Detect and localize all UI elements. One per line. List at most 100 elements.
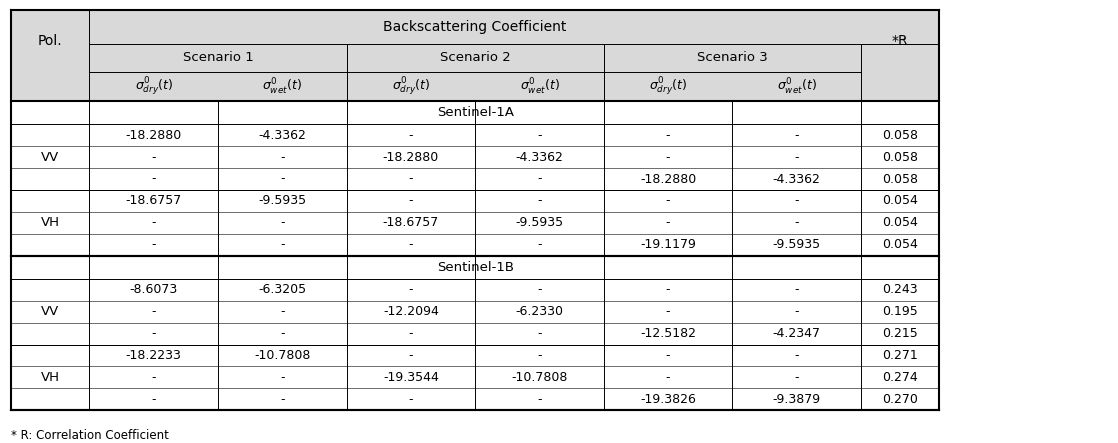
Text: -: - bbox=[408, 349, 414, 362]
Text: -18.2880: -18.2880 bbox=[125, 129, 182, 142]
Text: Scenario 2: Scenario 2 bbox=[439, 51, 511, 65]
Text: -: - bbox=[537, 129, 542, 142]
Text: -: - bbox=[794, 371, 799, 384]
Text: 0.054: 0.054 bbox=[882, 216, 918, 229]
Bar bbox=[218, 72, 347, 101]
Text: -: - bbox=[408, 129, 414, 142]
Text: -18.2233: -18.2233 bbox=[126, 349, 181, 362]
Text: -19.3826: -19.3826 bbox=[641, 393, 695, 406]
Text: -9.3879: -9.3879 bbox=[773, 393, 821, 406]
Text: -: - bbox=[151, 327, 157, 340]
Text: 0.054: 0.054 bbox=[882, 238, 918, 251]
Bar bbox=[861, 72, 939, 101]
Text: -4.3362: -4.3362 bbox=[515, 151, 563, 163]
Text: -: - bbox=[794, 216, 799, 229]
Text: -: - bbox=[408, 172, 414, 186]
Text: -: - bbox=[280, 172, 285, 186]
Bar bbox=[475, 72, 604, 101]
Bar bbox=[861, 10, 939, 44]
Text: -: - bbox=[151, 151, 157, 163]
Text: -: - bbox=[151, 172, 157, 186]
Text: -: - bbox=[794, 194, 799, 207]
Bar bbox=[11, 101, 939, 124]
Bar bbox=[604, 72, 732, 101]
Text: * R: Correlation Coefficient: * R: Correlation Coefficient bbox=[11, 429, 169, 442]
Bar bbox=[11, 301, 939, 323]
Text: -: - bbox=[280, 393, 285, 406]
Text: -: - bbox=[794, 129, 799, 142]
Text: -4.2347: -4.2347 bbox=[773, 327, 821, 340]
Text: -: - bbox=[665, 194, 671, 207]
Text: -6.2330: -6.2330 bbox=[515, 305, 563, 319]
Bar bbox=[732, 72, 861, 101]
Text: -9.5935: -9.5935 bbox=[515, 216, 563, 229]
Text: Scenario 1: Scenario 1 bbox=[182, 51, 254, 65]
Text: -: - bbox=[151, 238, 157, 251]
Text: -: - bbox=[151, 371, 157, 384]
Text: -: - bbox=[665, 371, 671, 384]
Text: VV: VV bbox=[41, 151, 59, 163]
Bar bbox=[11, 256, 939, 279]
Bar bbox=[347, 44, 604, 72]
Bar bbox=[347, 72, 475, 101]
Text: -: - bbox=[280, 151, 285, 163]
Text: -: - bbox=[537, 284, 542, 296]
Text: -19.3544: -19.3544 bbox=[383, 371, 438, 384]
Text: $\sigma^0_{wet}(t)$: $\sigma^0_{wet}(t)$ bbox=[263, 77, 302, 97]
Text: $\sigma^0_{dry}(t)$: $\sigma^0_{dry}(t)$ bbox=[134, 75, 173, 97]
Bar bbox=[11, 44, 89, 72]
Text: 0.271: 0.271 bbox=[882, 349, 918, 362]
Text: -: - bbox=[665, 349, 671, 362]
Text: 0.274: 0.274 bbox=[882, 371, 918, 384]
Bar bbox=[11, 389, 939, 410]
Text: -4.3362: -4.3362 bbox=[258, 129, 306, 142]
Text: -: - bbox=[794, 151, 799, 163]
Bar bbox=[604, 44, 861, 72]
Bar bbox=[11, 323, 939, 345]
Text: 0.058: 0.058 bbox=[882, 151, 918, 163]
Text: -: - bbox=[280, 371, 285, 384]
Text: -: - bbox=[151, 216, 157, 229]
Text: VH: VH bbox=[41, 216, 59, 229]
Text: 0.243: 0.243 bbox=[882, 284, 918, 296]
Text: $\sigma^0_{dry}(t)$: $\sigma^0_{dry}(t)$ bbox=[648, 75, 688, 97]
Text: -6.3205: -6.3205 bbox=[258, 284, 306, 296]
Text: -: - bbox=[794, 284, 799, 296]
Text: -4.3362: -4.3362 bbox=[773, 172, 821, 186]
Text: VH: VH bbox=[41, 371, 59, 384]
Text: -: - bbox=[665, 284, 671, 296]
Text: $\sigma^0_{wet}(t)$: $\sigma^0_{wet}(t)$ bbox=[777, 77, 816, 97]
Text: -18.2880: -18.2880 bbox=[382, 151, 439, 163]
Text: -: - bbox=[280, 327, 285, 340]
Text: -: - bbox=[408, 194, 414, 207]
Bar bbox=[11, 279, 939, 301]
Text: -: - bbox=[665, 305, 671, 319]
Text: -18.2880: -18.2880 bbox=[639, 172, 697, 186]
Text: -12.2094: -12.2094 bbox=[383, 305, 438, 319]
Text: -: - bbox=[537, 194, 542, 207]
Text: $\sigma^0_{dry}(t)$: $\sigma^0_{dry}(t)$ bbox=[391, 75, 430, 97]
Text: -10.7808: -10.7808 bbox=[511, 371, 568, 384]
Text: -9.5935: -9.5935 bbox=[258, 194, 306, 207]
Text: -: - bbox=[408, 284, 414, 296]
Bar bbox=[11, 146, 939, 168]
Bar bbox=[11, 72, 89, 101]
Text: Scenario 3: Scenario 3 bbox=[697, 51, 768, 65]
Text: -: - bbox=[794, 349, 799, 362]
Text: -8.6073: -8.6073 bbox=[130, 284, 178, 296]
Text: -: - bbox=[665, 216, 671, 229]
Text: -: - bbox=[280, 238, 285, 251]
Text: -: - bbox=[665, 129, 671, 142]
Text: -18.6757: -18.6757 bbox=[125, 194, 182, 207]
Bar bbox=[89, 72, 218, 101]
Text: $\sigma^0_{wet}(t)$: $\sigma^0_{wet}(t)$ bbox=[520, 77, 559, 97]
Text: -: - bbox=[537, 393, 542, 406]
Text: -: - bbox=[151, 305, 157, 319]
Text: 0.270: 0.270 bbox=[882, 393, 918, 406]
Text: -: - bbox=[665, 151, 671, 163]
Text: -: - bbox=[280, 305, 285, 319]
Text: VV: VV bbox=[41, 305, 59, 319]
Text: -19.1179: -19.1179 bbox=[641, 238, 695, 251]
Text: -10.7808: -10.7808 bbox=[254, 349, 311, 362]
Text: -: - bbox=[408, 238, 414, 251]
